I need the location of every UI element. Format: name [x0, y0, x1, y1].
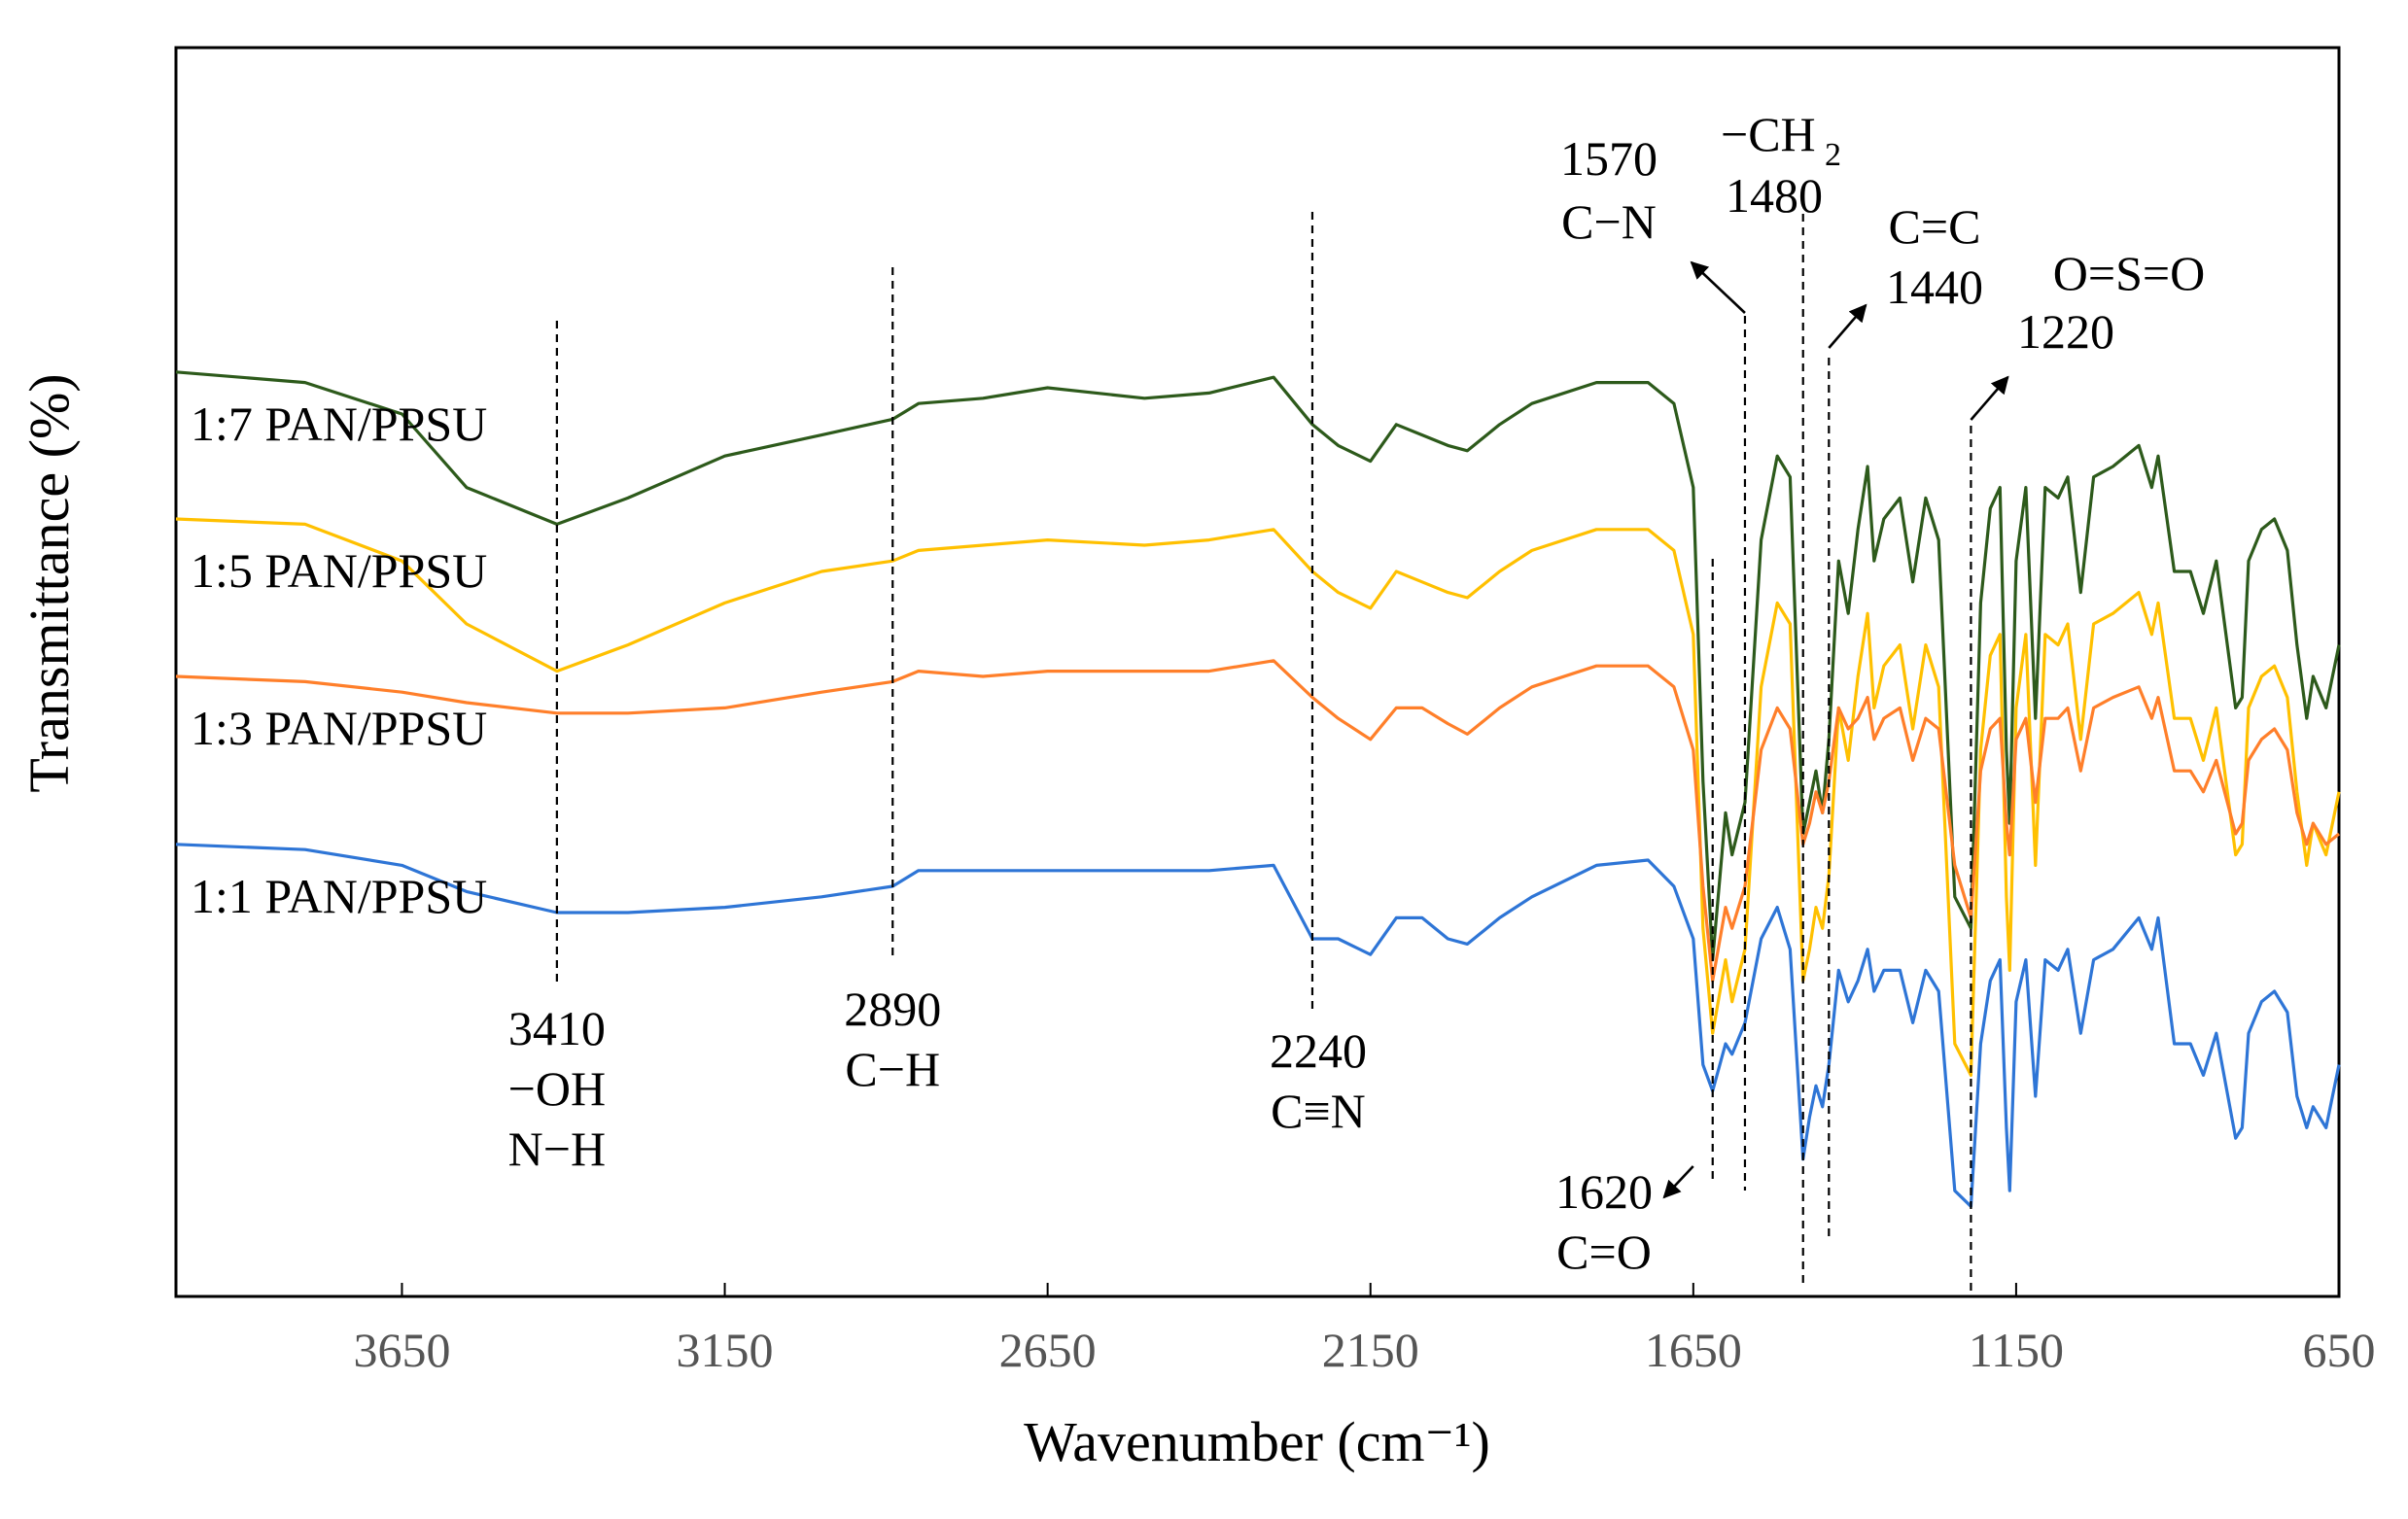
- arrow-1620: [1662, 1165, 1694, 1199]
- series-line-4: [175, 843, 2341, 1208]
- x-tick-label: 2150: [1322, 1323, 1419, 1377]
- series-group: [175, 370, 2341, 1208]
- annotation-2240-line-2: C≡N: [1271, 1084, 1366, 1138]
- annotation-3410-line-2: −OH: [508, 1061, 606, 1116]
- series-label-3: 1:3 PAN/PPSU: [191, 701, 487, 755]
- series-labels: 1:7 PAN/PPSU 1:5 PAN/PPSU 1:3 PAN/PPSU 1:1 …: [191, 397, 487, 923]
- annotation-1570-line-1: 1570: [1560, 131, 1658, 186]
- annotation-1480-line-3: 1480: [1726, 168, 1823, 223]
- x-tick-label: 3150: [677, 1323, 774, 1377]
- arrow-1570: [1690, 260, 1746, 314]
- annotation-1480-line-2: 2: [1825, 137, 1841, 173]
- x-tick-label: 3650: [353, 1323, 450, 1377]
- series-line-1: [175, 370, 2341, 962]
- x-tick-label: 2650: [999, 1323, 1097, 1377]
- annotation-1570-line-2: C−N: [1561, 194, 1657, 249]
- plot-frame: [174, 46, 2341, 1298]
- annotation-1220-line-1: O=S=O: [2053, 246, 2205, 300]
- series-line-3: [175, 659, 2341, 983]
- x-tick-label: 1650: [1645, 1323, 1742, 1377]
- x-axis-title: Wavenumber (cm⁻¹): [1024, 1410, 1490, 1473]
- x-tick-label: 1150: [1969, 1323, 2064, 1377]
- annotation-1620-line-1: 1620: [1555, 1164, 1653, 1219]
- x-tick-label: 650: [2303, 1323, 2376, 1377]
- annotation-3410-line-1: 3410: [508, 1001, 606, 1055]
- y-axis-title: Transmittance (%): [17, 373, 81, 792]
- annotation-1620-line-2: C=O: [1556, 1225, 1652, 1279]
- arrow-1440: [1828, 303, 1867, 349]
- series-line-2: [175, 517, 2341, 1077]
- series-label-1: 1:7 PAN/PPSU: [191, 397, 487, 451]
- annotation-1220-line-2: 1220: [2017, 304, 2114, 359]
- annotation-2890-line-1: 2890: [844, 982, 941, 1036]
- annotation-3410-line-3: N−H: [508, 1122, 606, 1176]
- x-axis-ticks: 3650 3150 2650 2150 1650 1150 650: [353, 1283, 2376, 1377]
- annotation-1440-line-2: 1440: [1886, 259, 1983, 314]
- annotation-2890-line-2: C−H: [845, 1042, 940, 1096]
- series-label-4: 1:1 PAN/PPSU: [191, 869, 487, 923]
- arrow-1220: [1970, 375, 2009, 421]
- annotation-group: 3410 −OH N−H 2890 C−H 2240 C≡N 1620 C=O 1570 C−N −C…: [508, 107, 2205, 1295]
- series-label-2: 1:5 PAN/PPSU: [191, 543, 487, 598]
- annotation-1480-line-1: −CH: [1721, 107, 1816, 161]
- annotation-1440-line-1: C=C: [1889, 199, 1981, 254]
- annotation-2240-line-1: 2240: [1270, 1023, 1367, 1078]
